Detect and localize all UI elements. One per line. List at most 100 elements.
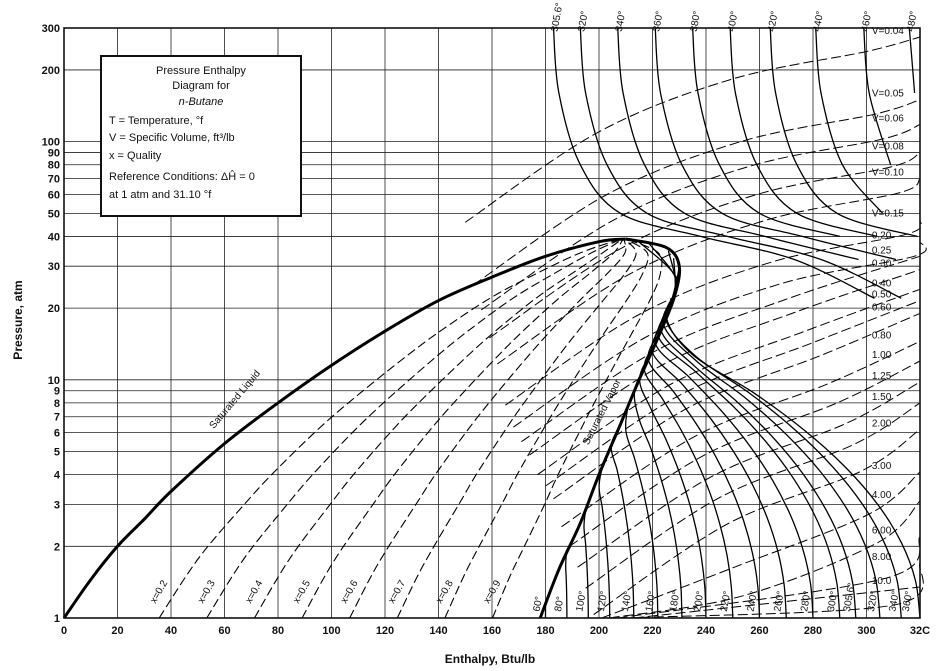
isotherm-label-bottom: 320° <box>866 590 880 612</box>
isochore <box>521 255 921 443</box>
y-tick-label: 100 <box>42 137 60 149</box>
x-axis-label: Enthalpy, Btu/lb <box>445 652 535 666</box>
x-tick-label: 100 <box>322 625 340 637</box>
isotherm-label-top: 400° <box>726 10 740 32</box>
isotherm-supercritical <box>654 27 897 261</box>
isotherm <box>662 250 881 619</box>
legend-line-2: Diagram for <box>172 80 230 92</box>
isochore-label: 2.00 <box>872 418 892 429</box>
y-tick-label: 200 <box>42 65 60 77</box>
isotherm <box>638 318 707 619</box>
isochore <box>529 269 921 456</box>
isotherm-supercritical <box>729 27 878 238</box>
x-axis-ticks: 0 20 40 60 80 100 120 140 160 180 200 220 240 260 280 3… <box>61 625 930 637</box>
isochore <box>553 312 921 500</box>
isotherm-supercritical <box>579 27 902 299</box>
isochore-label: 0.60 <box>872 302 892 313</box>
y-tick-label: 50 <box>48 208 60 220</box>
isochore-label: 8.00 <box>872 552 892 563</box>
isotherm <box>648 243 902 619</box>
y-axis-label: Pressure, atm <box>11 280 25 359</box>
isochore-label: V=0.10 <box>872 168 904 179</box>
isotherm-label-bottom: 140° <box>620 590 634 612</box>
isotherm-supercritical <box>691 27 840 238</box>
quality-line-label: x=0.3 <box>196 578 218 605</box>
saturated-vapor-curve <box>538 237 682 619</box>
isochore-label: 0.50 <box>872 290 892 301</box>
y-tick-label: 9 <box>54 386 60 398</box>
isochore <box>537 288 921 476</box>
x-tick-label: 80 <box>272 625 284 637</box>
y-tick-label: 30 <box>48 261 60 273</box>
isochore <box>545 300 921 487</box>
isotherm-label-top: 320° <box>576 10 590 32</box>
quality-line <box>444 239 649 619</box>
curve-labels: x=0.2 x=0.3 x=0.4 x=0.5 x=0.6 x=0.7 x=0.8 x=0.9… <box>148 2 920 613</box>
isotherm-label-bottom: 280° <box>799 590 813 612</box>
x-tick-label: 200 <box>590 625 608 637</box>
y-tick-label: 90 <box>48 148 60 160</box>
x-tick-label: 140 <box>429 625 447 637</box>
isotherm <box>647 294 761 619</box>
isotherm-supercritical <box>769 27 918 238</box>
isotherm <box>610 371 644 619</box>
quality-line <box>396 240 637 619</box>
isochore <box>505 219 923 406</box>
isotherm-label-top: 305.6° <box>550 2 566 33</box>
legend-line-3: n-Butane <box>179 96 224 108</box>
quality-line-label: x=0.9 <box>482 578 504 605</box>
isochore-label: 3.00 <box>872 461 892 472</box>
isotherm-supercritical <box>908 27 916 94</box>
isochore-label: V=0.04 <box>872 26 904 37</box>
isochore-label: 0.80 <box>872 330 892 341</box>
isotherm <box>598 397 633 619</box>
isochore-label: V=0.05 <box>872 89 904 100</box>
plot-border <box>63 27 921 619</box>
isotherm-label-top: 480° <box>905 10 919 32</box>
quality-line <box>349 240 627 619</box>
x-tick-label: 20 <box>111 625 123 637</box>
y-tick-label: 6 <box>54 428 60 440</box>
x-tick-label: 0 <box>61 625 67 637</box>
y-tick-label: 7 <box>54 412 60 424</box>
isochore <box>601 471 921 619</box>
x-tick-label: 40 <box>165 625 177 637</box>
y-tick-label: 2 <box>54 541 60 553</box>
quality-line-label: x=0.5 <box>291 578 313 605</box>
isochore <box>609 500 921 619</box>
x-tick-label: 220 <box>643 625 661 637</box>
isotherm-label-bottom: 360° <box>901 590 915 612</box>
quality-line <box>491 239 663 619</box>
isotherm <box>643 305 734 619</box>
quality-line <box>206 239 619 619</box>
isotherm-label-bottom: 60° <box>532 596 545 613</box>
isotherm <box>583 432 618 619</box>
quality-line <box>158 239 617 619</box>
isochore <box>633 586 921 619</box>
isochore <box>569 360 921 547</box>
isotherm <box>659 258 857 619</box>
x-tick-label: 160 <box>483 625 501 637</box>
isotherm-label-bottom: 160° <box>644 590 658 612</box>
y-tick-label: 70 <box>48 174 60 186</box>
isotherm <box>654 274 814 619</box>
isotherm-label-bottom: 340° <box>887 590 901 612</box>
isochore-label: 1.25 <box>872 371 892 382</box>
y-tick-label: 5 <box>54 447 60 459</box>
isotherm <box>651 284 787 619</box>
isotherm-label-top: 460° <box>860 10 874 32</box>
isochore <box>497 178 921 365</box>
isotherm-label-bottom: 180° <box>668 590 682 612</box>
isotherm-label-top: 440° <box>812 10 826 32</box>
x-tick-label: 32C <box>910 625 930 637</box>
legend-line-6: x = Quality <box>109 150 162 162</box>
isochore-label: 0.30 <box>872 259 892 270</box>
isotherm-supercritical <box>617 27 859 261</box>
y-tick-label: 3 <box>54 499 60 511</box>
isochore-label: 1.00 <box>872 350 892 361</box>
isotherm-label-bottom: 260° <box>772 590 786 612</box>
isochore <box>593 428 921 616</box>
isotherm-label-bottom: 80° <box>553 596 566 613</box>
isochore <box>489 152 921 339</box>
isochore-label: 10.0 <box>872 576 892 587</box>
